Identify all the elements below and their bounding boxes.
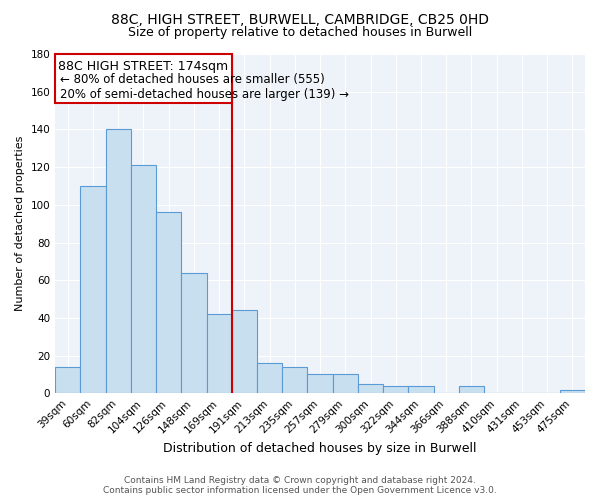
Bar <box>560 390 585 394</box>
Bar <box>282 367 307 394</box>
X-axis label: Distribution of detached houses by size in Burwell: Distribution of detached houses by size … <box>163 442 477 455</box>
Bar <box>409 386 434 394</box>
Bar <box>131 165 156 394</box>
Bar <box>232 310 257 394</box>
Bar <box>332 374 358 394</box>
Bar <box>80 186 106 394</box>
Text: Contains HM Land Registry data © Crown copyright and database right 2024.
Contai: Contains HM Land Registry data © Crown c… <box>103 476 497 495</box>
Bar <box>257 363 282 394</box>
Bar <box>307 374 332 394</box>
Bar <box>55 367 80 394</box>
Bar <box>106 130 131 394</box>
Text: 88C HIGH STREET: 174sqm: 88C HIGH STREET: 174sqm <box>58 60 229 72</box>
Text: 88C, HIGH STREET, BURWELL, CAMBRIDGE, CB25 0HD: 88C, HIGH STREET, BURWELL, CAMBRIDGE, CB… <box>111 12 489 26</box>
Bar <box>459 386 484 394</box>
Bar <box>383 386 409 394</box>
Bar <box>206 314 232 394</box>
FancyBboxPatch shape <box>55 54 232 103</box>
Text: ← 80% of detached houses are smaller (555): ← 80% of detached houses are smaller (55… <box>60 73 325 86</box>
Text: 20% of semi-detached houses are larger (139) →: 20% of semi-detached houses are larger (… <box>60 88 349 101</box>
Text: Size of property relative to detached houses in Burwell: Size of property relative to detached ho… <box>128 26 472 39</box>
Y-axis label: Number of detached properties: Number of detached properties <box>15 136 25 312</box>
Bar <box>156 212 181 394</box>
Bar <box>358 384 383 394</box>
Bar <box>181 272 206 394</box>
